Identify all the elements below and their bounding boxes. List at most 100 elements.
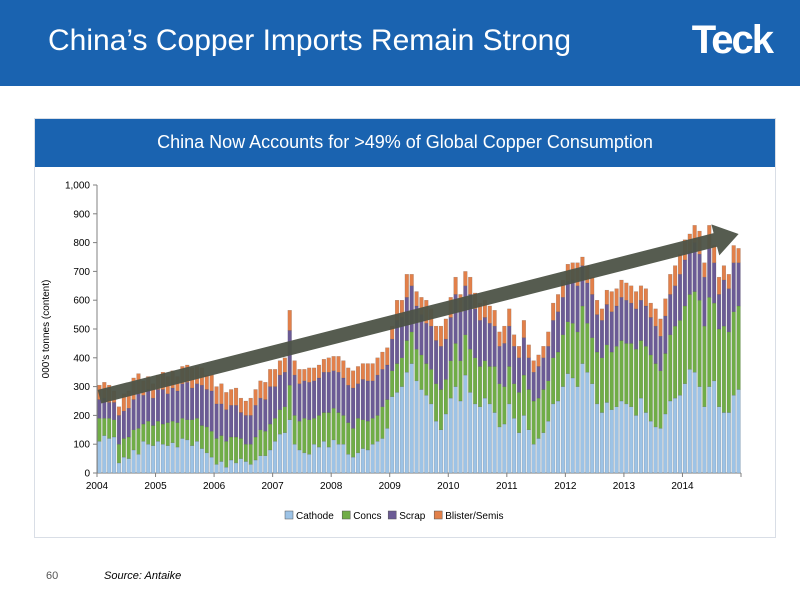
- bar-scrap: [424, 323, 429, 364]
- bar-scrap: [682, 259, 687, 307]
- bar-cathode: [248, 464, 253, 474]
- bar-cathode: [673, 397, 678, 474]
- y-tick-label: 400: [73, 353, 90, 364]
- bar-blister-semis: [590, 276, 595, 295]
- bar-scrap: [653, 325, 658, 364]
- legend-label-concs: Concs: [353, 511, 381, 522]
- bar-concs: [160, 423, 165, 445]
- bar-concs: [292, 415, 297, 445]
- bar-scrap: [375, 374, 380, 416]
- bar-cathode: [141, 441, 146, 474]
- bar-cathode: [351, 456, 356, 474]
- bar-cathode: [292, 444, 297, 474]
- bar-blister-semis: [238, 397, 243, 413]
- bar-scrap: [180, 383, 185, 419]
- bar-scrap: [204, 389, 209, 428]
- y-tick-label: 300: [73, 382, 90, 393]
- bar-scrap: [492, 325, 497, 367]
- bar-concs: [316, 415, 322, 448]
- bar-concs: [575, 331, 580, 387]
- bar-scrap: [575, 285, 580, 333]
- bar-blister-semis: [297, 369, 302, 384]
- bar-cathode: [575, 386, 580, 474]
- bar-blister-semis: [233, 387, 239, 406]
- bar-concs: [477, 366, 483, 407]
- bar-scrap: [716, 294, 722, 330]
- bar-cathode: [736, 389, 741, 474]
- bar-scrap: [214, 403, 219, 439]
- bar-blister-semis: [277, 360, 283, 376]
- bar-concs: [263, 431, 268, 456]
- bar-scrap: [194, 383, 200, 419]
- bar-blister-semis: [663, 298, 668, 317]
- bar-blister-semis: [316, 364, 322, 379]
- bar-cathode: [224, 467, 229, 474]
- bar-cathode: [273, 441, 278, 474]
- bar-cathode: [624, 403, 629, 474]
- bar-scrap: [648, 317, 653, 356]
- bar-scrap: [507, 325, 512, 367]
- bar-blister-semis: [668, 274, 673, 295]
- bar-cathode: [219, 461, 224, 474]
- bar-concs: [682, 305, 687, 384]
- bar-concs: [614, 346, 619, 407]
- bar-cathode: [151, 445, 156, 474]
- bar-cathode: [131, 449, 136, 474]
- bar-cathode: [599, 412, 605, 474]
- bar-concs: [365, 420, 370, 451]
- bar-scrap: [482, 317, 487, 361]
- bar-blister-semis: [380, 351, 385, 370]
- bar-concs: [394, 363, 400, 393]
- bar-blister-semis: [721, 265, 726, 281]
- bar-blister-semis: [302, 369, 307, 382]
- bar-cathode: [726, 412, 731, 474]
- bar-blister-semis: [531, 360, 536, 373]
- bar-concs: [570, 323, 575, 379]
- bar-concs: [297, 420, 302, 451]
- bar-cathode: [731, 395, 736, 474]
- bar-scrap: [219, 403, 224, 436]
- bar-scrap: [443, 338, 448, 380]
- bar-scrap: [565, 281, 570, 322]
- bar-concs: [551, 357, 556, 405]
- bar-cathode: [434, 420, 439, 474]
- bar-cathode: [253, 459, 258, 474]
- bar-concs: [336, 412, 341, 445]
- bar-concs: [116, 444, 122, 464]
- bar-scrap: [297, 383, 302, 422]
- bar-concs: [443, 379, 448, 415]
- bar-blister-semis: [375, 357, 380, 376]
- bar-scrap: [268, 386, 273, 425]
- x-tick-label: 2004: [86, 481, 109, 492]
- bar-scrap: [331, 370, 336, 409]
- bar-cathode: [580, 363, 585, 474]
- bar-concs: [209, 431, 214, 458]
- bar-blister-semis: [307, 367, 312, 383]
- bar-scrap: [370, 380, 375, 419]
- bar-scrap: [643, 305, 648, 347]
- bar-cathode: [497, 426, 502, 474]
- bar-blister-semis: [336, 356, 341, 373]
- bar-scrap: [541, 357, 546, 390]
- bar-cathode: [316, 446, 322, 474]
- bar-scrap: [409, 285, 414, 333]
- bar-blister-semis: [331, 356, 336, 371]
- bar-scrap: [116, 415, 122, 445]
- bar-cathode: [668, 400, 673, 474]
- bar-blister-semis: [521, 320, 526, 338]
- bar-concs: [609, 351, 614, 410]
- bar-cathode: [507, 403, 512, 474]
- bar-blister-semis: [619, 279, 624, 298]
- bar-concs: [409, 331, 414, 364]
- bar-concs: [355, 418, 361, 454]
- bar-cathode: [702, 406, 707, 474]
- bar-cathode: [233, 462, 239, 474]
- bar-cathode: [677, 395, 683, 474]
- x-tick-label: 2005: [144, 481, 167, 492]
- bar-concs: [399, 357, 404, 387]
- bar-cathode: [546, 420, 551, 474]
- bar-concs: [107, 418, 112, 439]
- bar-cathode: [512, 418, 517, 474]
- source-note: Source: Antaike: [104, 570, 182, 582]
- bar-concs: [146, 420, 151, 445]
